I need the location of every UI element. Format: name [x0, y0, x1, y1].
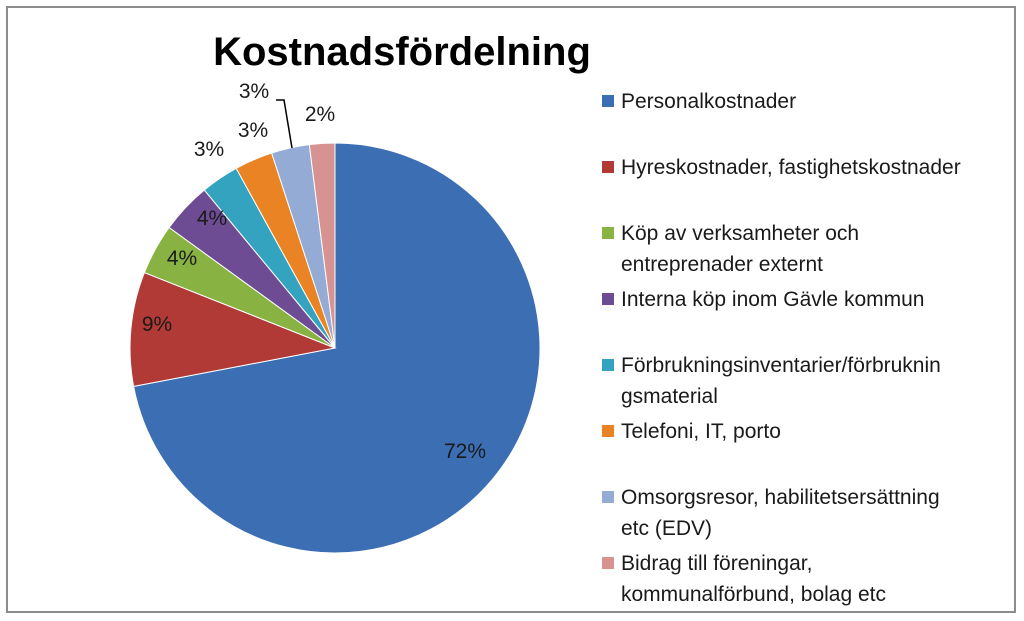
leader-line [276, 99, 293, 149]
chart-title: Kostnadsfördelning [213, 30, 591, 74]
data-label-7: 3% [239, 80, 269, 103]
legend-swatch [602, 95, 614, 107]
legend-swatch [602, 491, 614, 503]
data-label-2: 9% [142, 313, 172, 336]
data-label-5: 3% [194, 138, 224, 161]
pie-slice-1 [133, 142, 541, 554]
legend-label: Bidrag till föreningar, kommunalförbund,… [621, 552, 886, 606]
data-label-1: 72% [444, 440, 486, 463]
legend-label: Interna köp inom Gävle kommun [621, 288, 925, 311]
legend-label: Personalkostnader [621, 90, 797, 113]
data-label-3: 4% [167, 247, 197, 270]
legend-swatch [602, 557, 614, 569]
data-label-8: 2% [305, 103, 335, 126]
legend-swatch [602, 227, 614, 239]
legend-label: Förbrukningsinventarier/förbruknin gsmat… [621, 354, 941, 408]
legend-swatch [602, 425, 614, 437]
legend-label: Omsorgsresor, habilitetsersättning etc (… [621, 486, 940, 540]
legend-swatch [602, 161, 614, 173]
data-label-4: 4% [197, 207, 227, 230]
pie-slice-2 [129, 271, 337, 387]
legend-label: Hyreskostnader, fastighetskostnader [621, 156, 961, 179]
pie-slice-8 [308, 142, 336, 349]
data-label-6: 3% [238, 119, 268, 142]
legend-label: Telefoni, IT, porto [621, 420, 781, 443]
legend-swatch [602, 293, 614, 305]
legend-swatch [602, 359, 614, 371]
legend-label: Köp av verksamheter och entreprenader ex… [621, 222, 860, 276]
